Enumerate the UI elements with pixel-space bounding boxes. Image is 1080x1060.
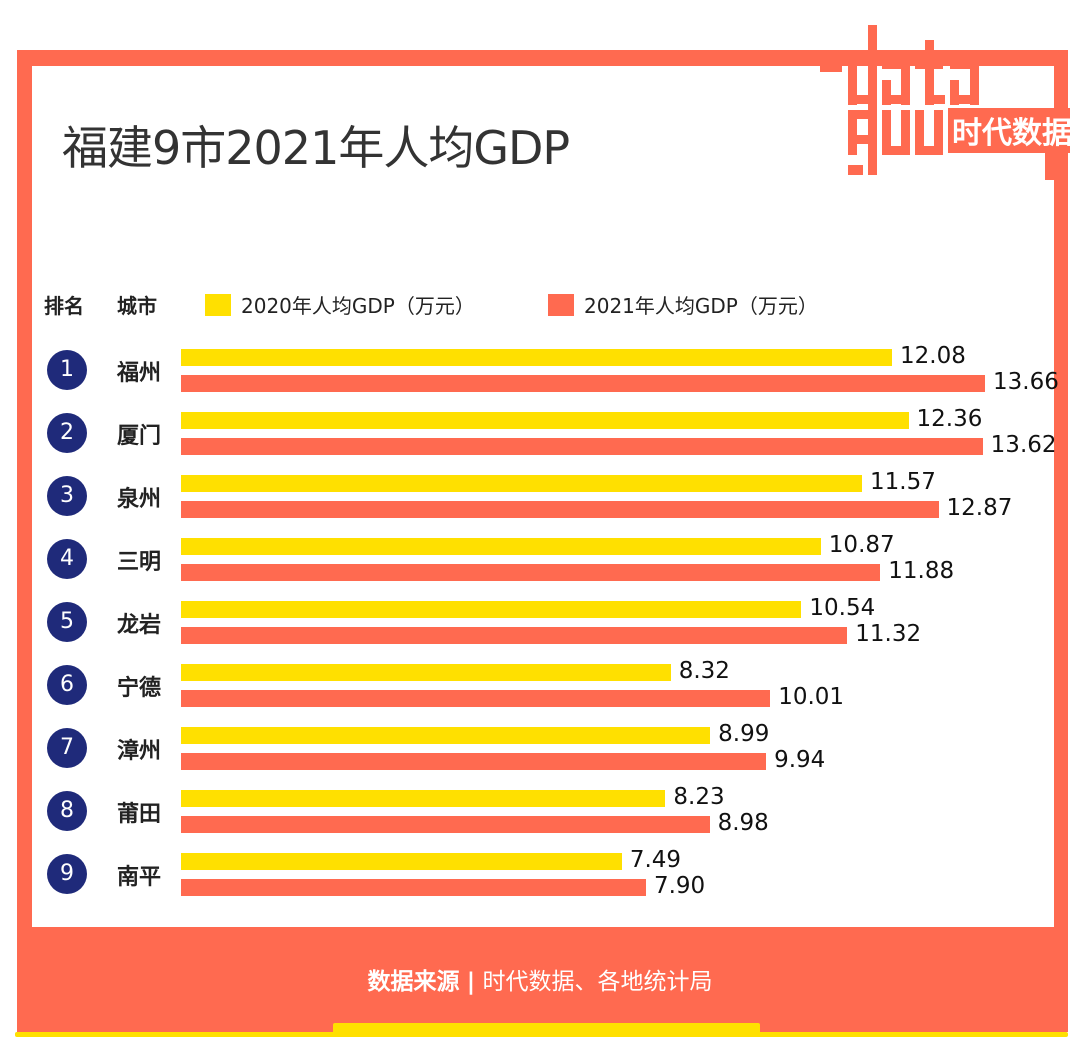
rank-badge: 8 [47,791,87,831]
city-label: 三明 [117,550,162,575]
value-label-2021: 11.88 [888,558,955,584]
bar-2020 [181,349,893,366]
bar-2020 [181,412,909,429]
city-label: 莆田 [117,802,162,827]
city-label: 龙岩 [117,613,162,638]
value-label-2021: 7.90 [653,873,706,899]
value-label-2021: 12.87 [946,495,1013,521]
bar-2020 [181,853,622,870]
bar-2020 [181,538,821,555]
bar-2021 [181,438,983,455]
bar-2021 [181,501,939,518]
value-label-2020: 10.87 [828,532,895,558]
bar-2020 [181,664,671,681]
value-label-2020: 12.08 [900,343,966,369]
city-label: 福州 [117,361,162,386]
header-rank: 排名 [44,294,84,318]
bar-2021 [181,753,767,770]
rank-badge: 2 [47,413,87,453]
value-label-2021: 8.98 [717,810,769,836]
source-separator: | [466,969,476,995]
value-label-2020: 12.36 [916,406,983,432]
datagoo-logo: 时代数据 [820,25,1070,180]
value-label-2021: 13.66 [993,369,1059,395]
bar-2021 [181,690,771,707]
header-city: 城市 [117,294,157,318]
bar-2021 [181,375,986,392]
value-label-2020: 8.23 [673,784,725,810]
value-label-2020: 8.99 [718,721,770,747]
footer-source: 数据来源 | 时代数据、各地统计局 [0,962,1080,996]
legend-2021: 2021年人均GDP（万元） [548,290,818,319]
value-label-2020: 11.57 [870,469,936,495]
value-label-2021: 10.01 [778,684,845,710]
bar-2020 [181,790,666,807]
chart-panel [32,66,1054,927]
bar-2020 [181,727,711,744]
yellow-tab [333,1023,760,1033]
bar-2021 [181,627,848,644]
bar-2021 [181,564,881,581]
rank-badge: 1 [47,350,87,390]
source-text: 时代数据、各地统计局 [482,969,713,995]
legend-label-2020: 2020年人均GDP（万元） [241,294,475,318]
rank-badge: 9 [47,854,87,894]
value-label-2020: 7.49 [629,847,682,873]
value-label-2020: 8.32 [678,658,730,684]
city-label: 泉州 [117,487,162,512]
value-label-2021: 13.62 [990,432,1057,458]
rank-badge: 7 [47,728,87,768]
legend-2020: 2020年人均GDP（万元） [205,290,475,319]
city-label: 南平 [117,865,162,890]
value-label-2021: 9.94 [774,747,826,773]
legend-label-2021: 2021年人均GDP（万元） [584,294,818,318]
bar-2021 [181,816,710,833]
rank-badge: 4 [47,539,87,579]
value-label-2021: 11.32 [855,621,922,647]
page-title: 福建9市2021年人均GDP [62,121,570,175]
bar-2020 [181,475,862,492]
rank-badge: 3 [47,476,87,516]
bar-2021 [181,879,646,896]
city-label: 宁德 [117,676,162,701]
svg-text:时代数据: 时代数据 [952,116,1070,151]
city-label: 漳州 [117,739,162,764]
bar-2020 [181,601,802,618]
value-label-2020: 10.54 [809,595,876,621]
city-label: 厦门 [117,424,162,449]
legend-swatch-2021 [548,293,574,316]
legend-swatch-2020 [205,293,231,316]
rank-badge: 6 [47,665,87,705]
rank-badge: 5 [47,602,87,642]
yellow-line [15,1032,1068,1037]
source-label: 数据来源 [367,969,460,995]
